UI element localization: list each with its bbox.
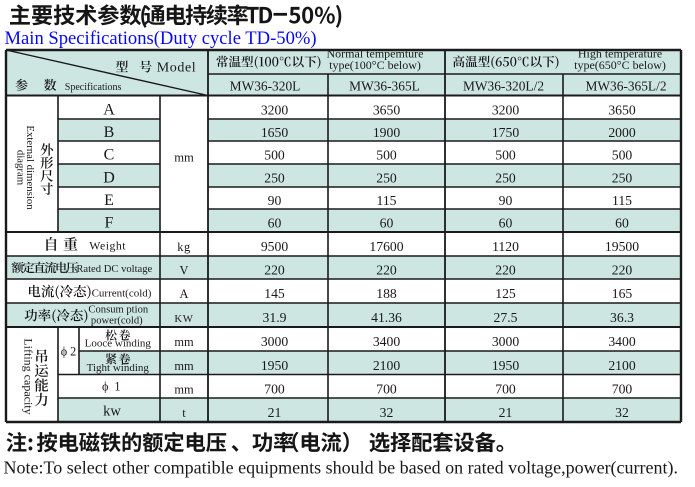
svg-text:Normal tempemture: Normal tempemture xyxy=(327,47,424,61)
svg-text:115: 115 xyxy=(376,193,396,208)
svg-text:250: 250 xyxy=(376,171,397,186)
svg-text:Weight: Weight xyxy=(89,239,126,253)
svg-text:60: 60 xyxy=(380,216,394,231)
svg-text:1950: 1950 xyxy=(261,358,289,373)
svg-text:60: 60 xyxy=(499,216,513,231)
svg-text:500: 500 xyxy=(612,148,633,163)
svg-text:21: 21 xyxy=(499,405,513,420)
svg-text:250: 250 xyxy=(612,171,633,186)
svg-text:MW36-320L/2: MW36-320L/2 xyxy=(463,78,544,93)
svg-text:500: 500 xyxy=(264,148,285,163)
svg-text:Current(cold): Current(cold) xyxy=(92,287,152,299)
svg-text:60: 60 xyxy=(615,216,629,231)
svg-text:145: 145 xyxy=(264,286,285,301)
svg-text:Consum ption: Consum ption xyxy=(88,305,148,316)
svg-text:3650: 3650 xyxy=(373,103,401,118)
svg-text:1650: 1650 xyxy=(261,125,289,140)
svg-text:A: A xyxy=(103,102,115,119)
svg-text:250: 250 xyxy=(264,171,285,186)
svg-text:B: B xyxy=(104,124,115,141)
svg-text:1120: 1120 xyxy=(492,239,519,254)
svg-text:21: 21 xyxy=(268,405,282,420)
svg-text:500: 500 xyxy=(495,148,516,163)
svg-text:32: 32 xyxy=(615,405,629,420)
svg-text:1950: 1950 xyxy=(492,358,520,373)
svg-text:High temperature: High temperature xyxy=(578,47,662,61)
svg-text:t: t xyxy=(182,406,186,420)
svg-text:Note:To select other compatibl: Note:To select other compatible equipmen… xyxy=(4,458,679,479)
svg-text:MW36-365L/2: MW36-365L/2 xyxy=(585,78,666,93)
svg-text:500: 500 xyxy=(376,148,397,163)
svg-text:ϕ 2: ϕ 2 xyxy=(61,344,77,358)
svg-text:External dimensiondiagram: External dimensiondiagram xyxy=(14,125,36,210)
svg-text:ϕ 1: ϕ 1 xyxy=(102,380,122,394)
svg-text:125: 125 xyxy=(495,286,516,301)
svg-text:90: 90 xyxy=(268,193,282,208)
svg-text:3200: 3200 xyxy=(492,103,520,118)
svg-text:mm: mm xyxy=(174,382,194,396)
svg-text:700: 700 xyxy=(264,381,285,396)
svg-text:3200: 3200 xyxy=(261,103,289,118)
svg-text:3650: 3650 xyxy=(608,103,636,118)
svg-text:188: 188 xyxy=(376,286,397,301)
svg-text:3000: 3000 xyxy=(492,334,520,349)
svg-text:700: 700 xyxy=(376,381,397,396)
svg-text:A: A xyxy=(180,287,189,301)
svg-text:115: 115 xyxy=(612,193,632,208)
svg-text:220: 220 xyxy=(376,263,397,278)
svg-text:type(100°C below): type(100°C below) xyxy=(329,58,421,72)
svg-text:Tight winding: Tight winding xyxy=(87,362,150,374)
svg-text:32: 32 xyxy=(380,405,394,420)
svg-text:mm: mm xyxy=(174,335,194,349)
svg-text:D: D xyxy=(103,170,115,187)
svg-text:36.3: 36.3 xyxy=(610,310,634,325)
svg-text:3400: 3400 xyxy=(608,334,636,349)
svg-text:MW36-365L: MW36-365L xyxy=(349,78,420,93)
svg-text:KW: KW xyxy=(174,313,193,325)
svg-text:mm: mm xyxy=(174,359,194,373)
svg-text:C: C xyxy=(104,147,115,164)
svg-text:kw: kw xyxy=(103,404,121,420)
svg-text:700: 700 xyxy=(612,381,633,396)
svg-text:19500: 19500 xyxy=(605,239,639,254)
svg-text:kg: kg xyxy=(177,240,191,254)
svg-text:2000: 2000 xyxy=(608,125,636,140)
svg-text:220: 220 xyxy=(612,263,633,278)
svg-text:type(650°C below): type(650°C below) xyxy=(574,58,666,72)
svg-text:Lifting capacity: Lifting capacity xyxy=(22,338,36,414)
svg-text:F: F xyxy=(105,215,114,232)
svg-text:17600: 17600 xyxy=(369,239,403,254)
svg-text:2100: 2100 xyxy=(608,358,636,373)
svg-text:90: 90 xyxy=(499,193,513,208)
svg-text:3000: 3000 xyxy=(261,334,289,349)
svg-text:165: 165 xyxy=(612,286,633,301)
svg-text:220: 220 xyxy=(264,263,285,278)
svg-text:3400: 3400 xyxy=(373,334,401,349)
svg-text:2100: 2100 xyxy=(373,358,401,373)
svg-text:mm: mm xyxy=(174,151,194,165)
svg-text:E: E xyxy=(104,192,114,209)
svg-text:250: 250 xyxy=(495,171,516,186)
svg-text:power(cold): power(cold) xyxy=(91,316,143,327)
svg-text:1750: 1750 xyxy=(492,125,520,140)
svg-text:41.36: 41.36 xyxy=(371,310,402,325)
svg-text:Model: Model xyxy=(157,60,197,75)
svg-text:27.5: 27.5 xyxy=(494,310,518,325)
svg-text:700: 700 xyxy=(495,381,516,396)
svg-text:Rated DC voltage: Rated DC voltage xyxy=(76,264,152,275)
svg-text:V: V xyxy=(180,264,189,278)
svg-text:1900: 1900 xyxy=(373,125,401,140)
svg-text:Main Specifications(Duty cycle: Main Specifications(Duty cycle TD-50%) xyxy=(5,28,317,49)
svg-text:9500: 9500 xyxy=(261,239,289,254)
svg-text:Specifications: Specifications xyxy=(65,82,122,93)
svg-text:60: 60 xyxy=(268,216,282,231)
svg-text:MW36-320L: MW36-320L xyxy=(230,78,301,93)
svg-text:31.9: 31.9 xyxy=(263,310,287,325)
svg-text:Looce winding: Looce winding xyxy=(85,338,152,350)
svg-text:220: 220 xyxy=(495,263,516,278)
